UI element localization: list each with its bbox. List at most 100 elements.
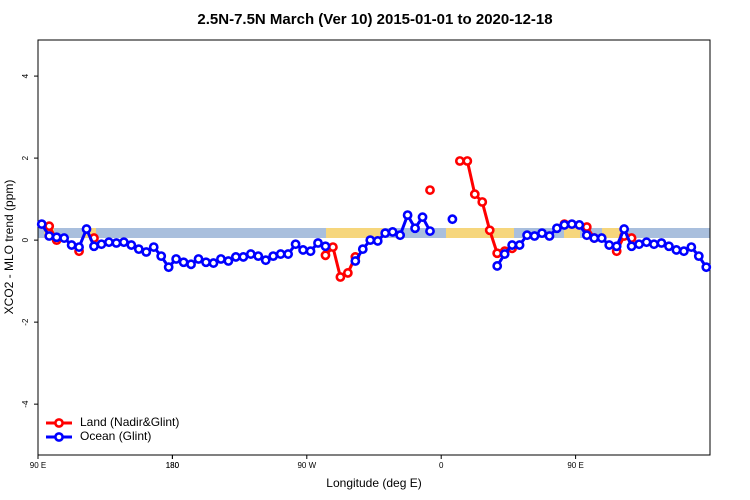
point [372, 236, 383, 246]
plot-frame [37, 39, 711, 456]
point [387, 227, 398, 237]
point [313, 238, 323, 248]
point [141, 247, 152, 257]
point [522, 230, 532, 241]
point [238, 252, 249, 262]
point [469, 189, 480, 200]
point [320, 250, 331, 261]
point [649, 239, 659, 250]
point [664, 241, 674, 252]
point [619, 224, 630, 234]
point [59, 233, 70, 243]
point [275, 249, 286, 259]
x-tick-label: 180 [166, 461, 180, 470]
point [133, 244, 144, 255]
point [335, 272, 346, 282]
point [290, 239, 301, 250]
point [44, 221, 55, 232]
point [216, 254, 226, 264]
land-band [564, 228, 580, 238]
point [634, 239, 644, 250]
land-band [84, 228, 96, 238]
legend-label: Ocean (Glint) [80, 429, 151, 443]
point [678, 246, 689, 257]
point [425, 185, 435, 195]
land-band [602, 228, 626, 238]
point [186, 259, 196, 270]
x-axis-label: Longitude (deg E) [326, 476, 421, 490]
point [193, 254, 204, 264]
point [626, 241, 637, 252]
point [163, 262, 174, 273]
point [537, 228, 547, 239]
point [492, 261, 503, 271]
point [178, 257, 189, 268]
point [350, 256, 361, 266]
point [671, 245, 682, 255]
point [298, 245, 308, 255]
point [410, 223, 420, 234]
point [201, 257, 211, 268]
point [529, 231, 540, 241]
point [245, 249, 256, 259]
point [283, 249, 294, 259]
point [36, 219, 47, 230]
point [74, 242, 84, 252]
point [104, 237, 114, 248]
point [566, 219, 577, 230]
point [589, 233, 600, 243]
point [81, 224, 92, 234]
point [656, 238, 667, 248]
land-band [446, 228, 514, 238]
point [357, 244, 368, 255]
point [126, 240, 137, 250]
point [260, 255, 271, 266]
point [581, 230, 592, 241]
point [118, 237, 129, 248]
point [208, 258, 219, 268]
legend-label: Land (Nadir&Glint) [80, 415, 179, 429]
x-tick-label: 90 E [567, 461, 583, 470]
point [342, 268, 353, 278]
point [402, 210, 413, 221]
point [380, 228, 391, 239]
y-tick-label: 4 [21, 73, 30, 78]
y-tick-label: -2 [21, 318, 30, 326]
x-tick-label: 180 [166, 461, 180, 470]
point [611, 241, 622, 252]
y-tick-label: -4 [21, 400, 30, 408]
point [477, 197, 488, 207]
point [328, 242, 338, 252]
point [111, 238, 122, 248]
y-axis-label: XCO2 - MLO trend (ppm) [2, 180, 16, 315]
series-line [47, 159, 632, 280]
point [507, 240, 518, 250]
point [156, 251, 167, 262]
point [417, 212, 428, 223]
point [148, 242, 159, 252]
point [171, 254, 182, 264]
point [253, 251, 264, 262]
point [559, 220, 570, 230]
point [223, 256, 234, 266]
point [499, 249, 510, 259]
land-band [326, 228, 384, 238]
legend-marker [54, 418, 64, 428]
point [425, 226, 435, 236]
point [268, 251, 279, 262]
point [484, 225, 495, 236]
point [305, 246, 316, 257]
point [693, 251, 704, 262]
point [230, 252, 241, 262]
point [454, 156, 465, 166]
point [395, 230, 406, 241]
x-tick-label: 90 E [30, 461, 46, 470]
chart-title: 2.5N-7.5N March (Ver 10) 2015-01-01 to 2… [197, 11, 552, 28]
point [365, 235, 376, 246]
point [89, 241, 99, 252]
point [596, 233, 607, 243]
x-tick-label: 0 [439, 461, 444, 470]
point [514, 240, 525, 250]
point [96, 239, 107, 250]
